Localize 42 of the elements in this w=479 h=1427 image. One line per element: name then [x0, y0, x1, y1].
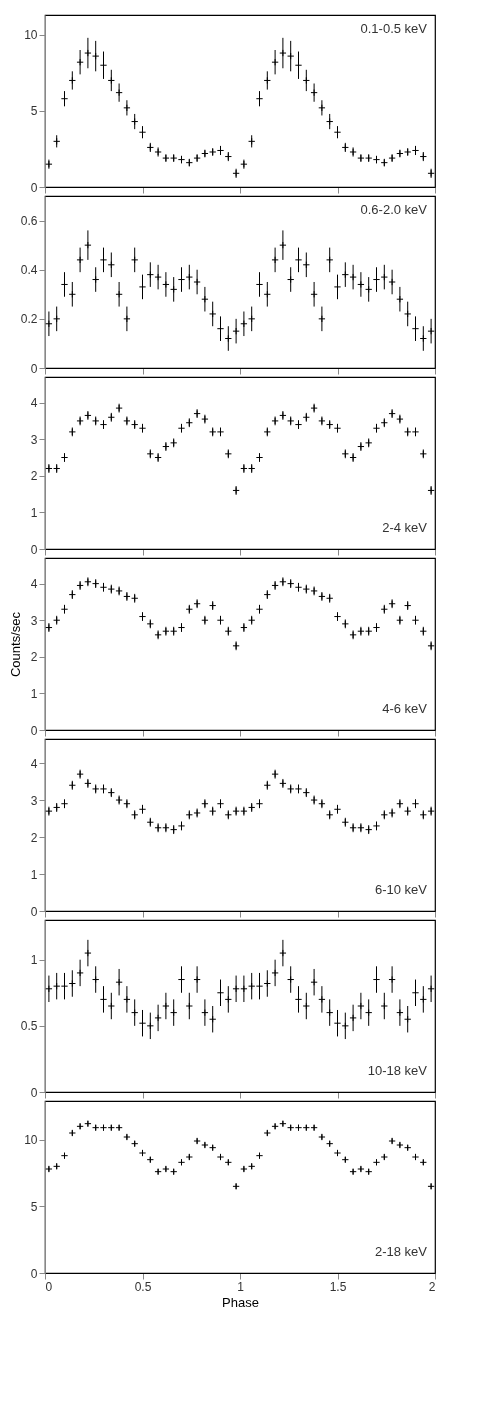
annotation: 0.1-0.5 keV — [360, 21, 428, 36]
y-tick-label: 5 — [30, 1199, 38, 1214]
x-tick-label: 1 — [237, 1279, 245, 1294]
x-axis-title: Phase — [222, 1294, 259, 1310]
y-tick-label: 0 — [30, 1085, 38, 1100]
y-tick-label: 10 — [24, 28, 38, 43]
y-tick-label: 3 — [30, 432, 38, 447]
y-tick-label: 0.2 — [20, 312, 38, 327]
y-tick-label: 0 — [30, 361, 38, 376]
y-tick-label: 5 — [30, 104, 38, 119]
y-tick-label: 1 — [30, 867, 38, 882]
y-tick-label: 1 — [30, 953, 38, 968]
y-tick-label: 0 — [30, 723, 38, 738]
y-tick-label: 0 — [30, 1266, 38, 1281]
y-tick-label: 10 — [24, 1133, 38, 1148]
y-tick-label: 2 — [30, 650, 38, 665]
y-tick-label: 2 — [30, 830, 38, 845]
annotation: 6-10 keV — [374, 882, 428, 897]
x-tick-label: 1.5 — [329, 1279, 347, 1294]
y-tick-label: 0 — [30, 542, 38, 557]
y-tick-label: 4 — [30, 396, 38, 411]
x-tick-label: 2 — [428, 1279, 436, 1294]
y-tick-label: 2 — [30, 469, 38, 484]
annotation: 0.6-2.0 keV — [360, 202, 428, 217]
y-tick-label: 1 — [30, 505, 38, 520]
y-tick-label: 0.4 — [20, 263, 38, 278]
y-tick-label: 0.5 — [20, 1019, 38, 1034]
y-tick-label: 3 — [30, 793, 38, 808]
y-tick-label: 0 — [30, 180, 38, 195]
annotation: 4-6 keV — [382, 701, 428, 716]
y-tick-label: 4 — [30, 756, 38, 771]
y-tick-label: 0 — [30, 904, 38, 919]
annotation: 10-18 keV — [367, 1063, 428, 1078]
y-tick-label: 4 — [30, 577, 38, 592]
y-axis-title: Counts/sec — [7, 611, 23, 678]
annotation: 2-18 keV — [374, 1244, 428, 1259]
y-tick-label: 0.6 — [20, 214, 38, 229]
y-tick-label: 1 — [30, 686, 38, 701]
annotation: 2-4 keV — [382, 520, 428, 535]
y-tick-label: 3 — [30, 613, 38, 628]
x-tick-label: 0.5 — [134, 1279, 152, 1294]
x-tick-label: 0 — [45, 1279, 53, 1294]
